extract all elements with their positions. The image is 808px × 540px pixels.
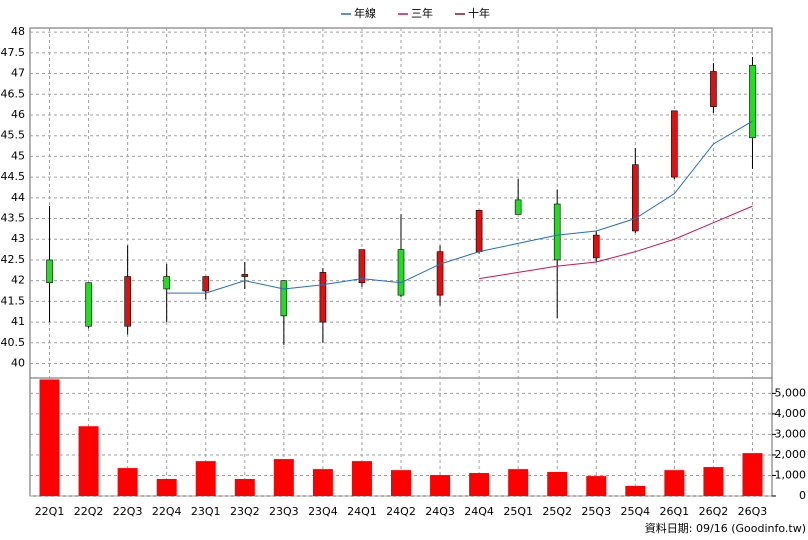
- y-tick-label: 44: [11, 191, 25, 204]
- y-tick-label: 41: [11, 315, 25, 328]
- x-tick-label: 26Q2: [699, 505, 729, 518]
- candle-body: [632, 164, 639, 232]
- volume-bar: [234, 478, 255, 496]
- candle-body: [124, 276, 131, 327]
- volume-bar: [78, 426, 99, 496]
- x-tick-label: 22Q2: [74, 505, 104, 518]
- x-tick-label: 25Q2: [542, 505, 572, 518]
- candle-body: [358, 249, 366, 284]
- candle-body: [202, 276, 210, 292]
- volume-bar: [742, 453, 763, 496]
- y-tick-label: 45.5: [1, 129, 26, 142]
- y-tick-label: 44.5: [1, 170, 26, 183]
- legend-label: 三年: [411, 6, 433, 20]
- volume-bar: [312, 469, 333, 496]
- x-tick-label: 26Q3: [738, 505, 768, 518]
- x-tick-label: 25Q4: [620, 505, 650, 518]
- candle-body: [514, 199, 522, 215]
- volume-bar: [391, 470, 411, 496]
- y-tick-label: 43: [11, 232, 25, 245]
- y2-tick-label: 5,000: [775, 386, 807, 399]
- y-tick-label: 43.5: [1, 212, 26, 225]
- y-tick-label: 42: [11, 274, 25, 287]
- volume-bar: [195, 461, 216, 496]
- y2-tick-label: 2,000: [775, 448, 807, 461]
- x-tick-label: 24Q3: [425, 505, 455, 518]
- candle-body: [241, 274, 249, 277]
- x-tick-label: 22Q3: [113, 505, 143, 518]
- volume-bar: [351, 461, 372, 496]
- x-tick-label: 25Q1: [503, 505, 533, 518]
- y-tick-label: 48: [11, 25, 25, 38]
- y-tick-label: 47.5: [1, 46, 26, 59]
- volume-bar: [586, 476, 607, 496]
- y-tick-label: 46.5: [1, 87, 26, 100]
- x-tick-label: 24Q4: [464, 505, 494, 518]
- y-tick-label: 41.5: [1, 294, 26, 307]
- volume-bar: [625, 485, 646, 496]
- y-tick-label: 40.5: [1, 336, 26, 349]
- candle-body: [280, 280, 288, 317]
- x-tick-label: 22Q4: [152, 505, 182, 518]
- y-tick-label: 46: [11, 108, 25, 121]
- candle-body: [710, 71, 717, 107]
- volume-bar: [117, 468, 138, 496]
- y-tick-label: 45: [11, 149, 25, 162]
- line-series: [479, 205, 753, 280]
- footer: 資料日期: 09/16 (Goodinfo.tw): [645, 521, 806, 535]
- x-tick-label: 24Q1: [347, 505, 377, 518]
- volume-bar: [273, 459, 294, 496]
- legend-label: 年線: [354, 6, 376, 20]
- candle-body: [671, 110, 678, 178]
- x-tick-label: 23Q3: [269, 505, 299, 518]
- candle-body: [163, 276, 170, 290]
- x-tick-label: 22Q1: [35, 505, 65, 518]
- candle-body: [46, 259, 53, 284]
- candle-body: [475, 209, 483, 252]
- y2-tick-label: 4,000: [775, 407, 807, 420]
- volume-bar: [547, 471, 568, 496]
- candle-body: [749, 64, 756, 139]
- candle-body: [592, 234, 600, 259]
- x-tick-label: 26Q1: [660, 505, 690, 518]
- candle-body: [319, 272, 327, 323]
- y-tick-label: 47: [11, 67, 25, 80]
- y2-tick-label: 1,000: [775, 468, 807, 481]
- candle-body: [397, 249, 405, 296]
- candle-body: [436, 251, 444, 296]
- y2-tick-label: 3,000: [775, 427, 807, 440]
- volume-bar: [156, 478, 177, 496]
- y-tick-label: 42.5: [1, 253, 26, 266]
- y2-tick-label: 0: [799, 489, 806, 502]
- legend-label: 十年: [468, 6, 490, 20]
- x-tick-label: 23Q1: [191, 505, 221, 518]
- volume-bar: [508, 469, 529, 496]
- line-series: [166, 120, 753, 294]
- volume-bar: [469, 473, 490, 496]
- volume-bar: [703, 467, 724, 496]
- candle-body: [85, 282, 92, 327]
- x-tick-label: 25Q3: [581, 505, 611, 518]
- volume-bar: [430, 475, 451, 496]
- x-tick-label: 23Q2: [230, 505, 260, 518]
- x-tick-label: 23Q4: [308, 505, 338, 518]
- volume-bar: [39, 379, 60, 496]
- candle-body: [553, 203, 561, 261]
- volume-bar: [664, 470, 685, 496]
- x-tick-label: 24Q2: [386, 505, 416, 518]
- y-tick-label: 40: [11, 357, 25, 370]
